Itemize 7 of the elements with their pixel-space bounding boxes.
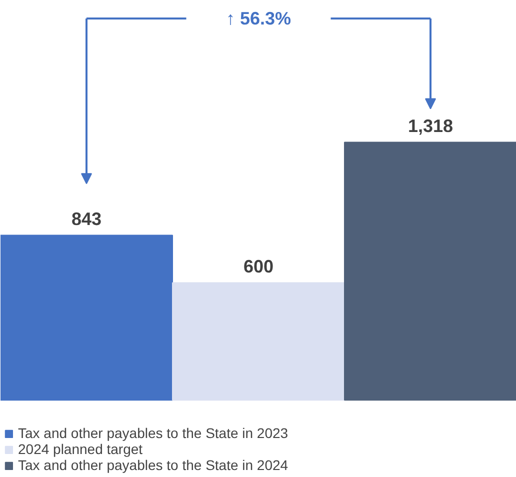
data-label: 843	[71, 208, 102, 229]
data-label: 600	[243, 256, 274, 276]
text: ↑ 56.3%	[226, 8, 292, 29]
data-label: 1,318	[408, 116, 454, 136]
legend-label: 2024 planned target	[18, 441, 143, 457]
legend-label: Tax and other payables to the State in 2024	[18, 457, 288, 473]
legend-label: Tax and other payables to the State in 2023	[18, 425, 288, 441]
